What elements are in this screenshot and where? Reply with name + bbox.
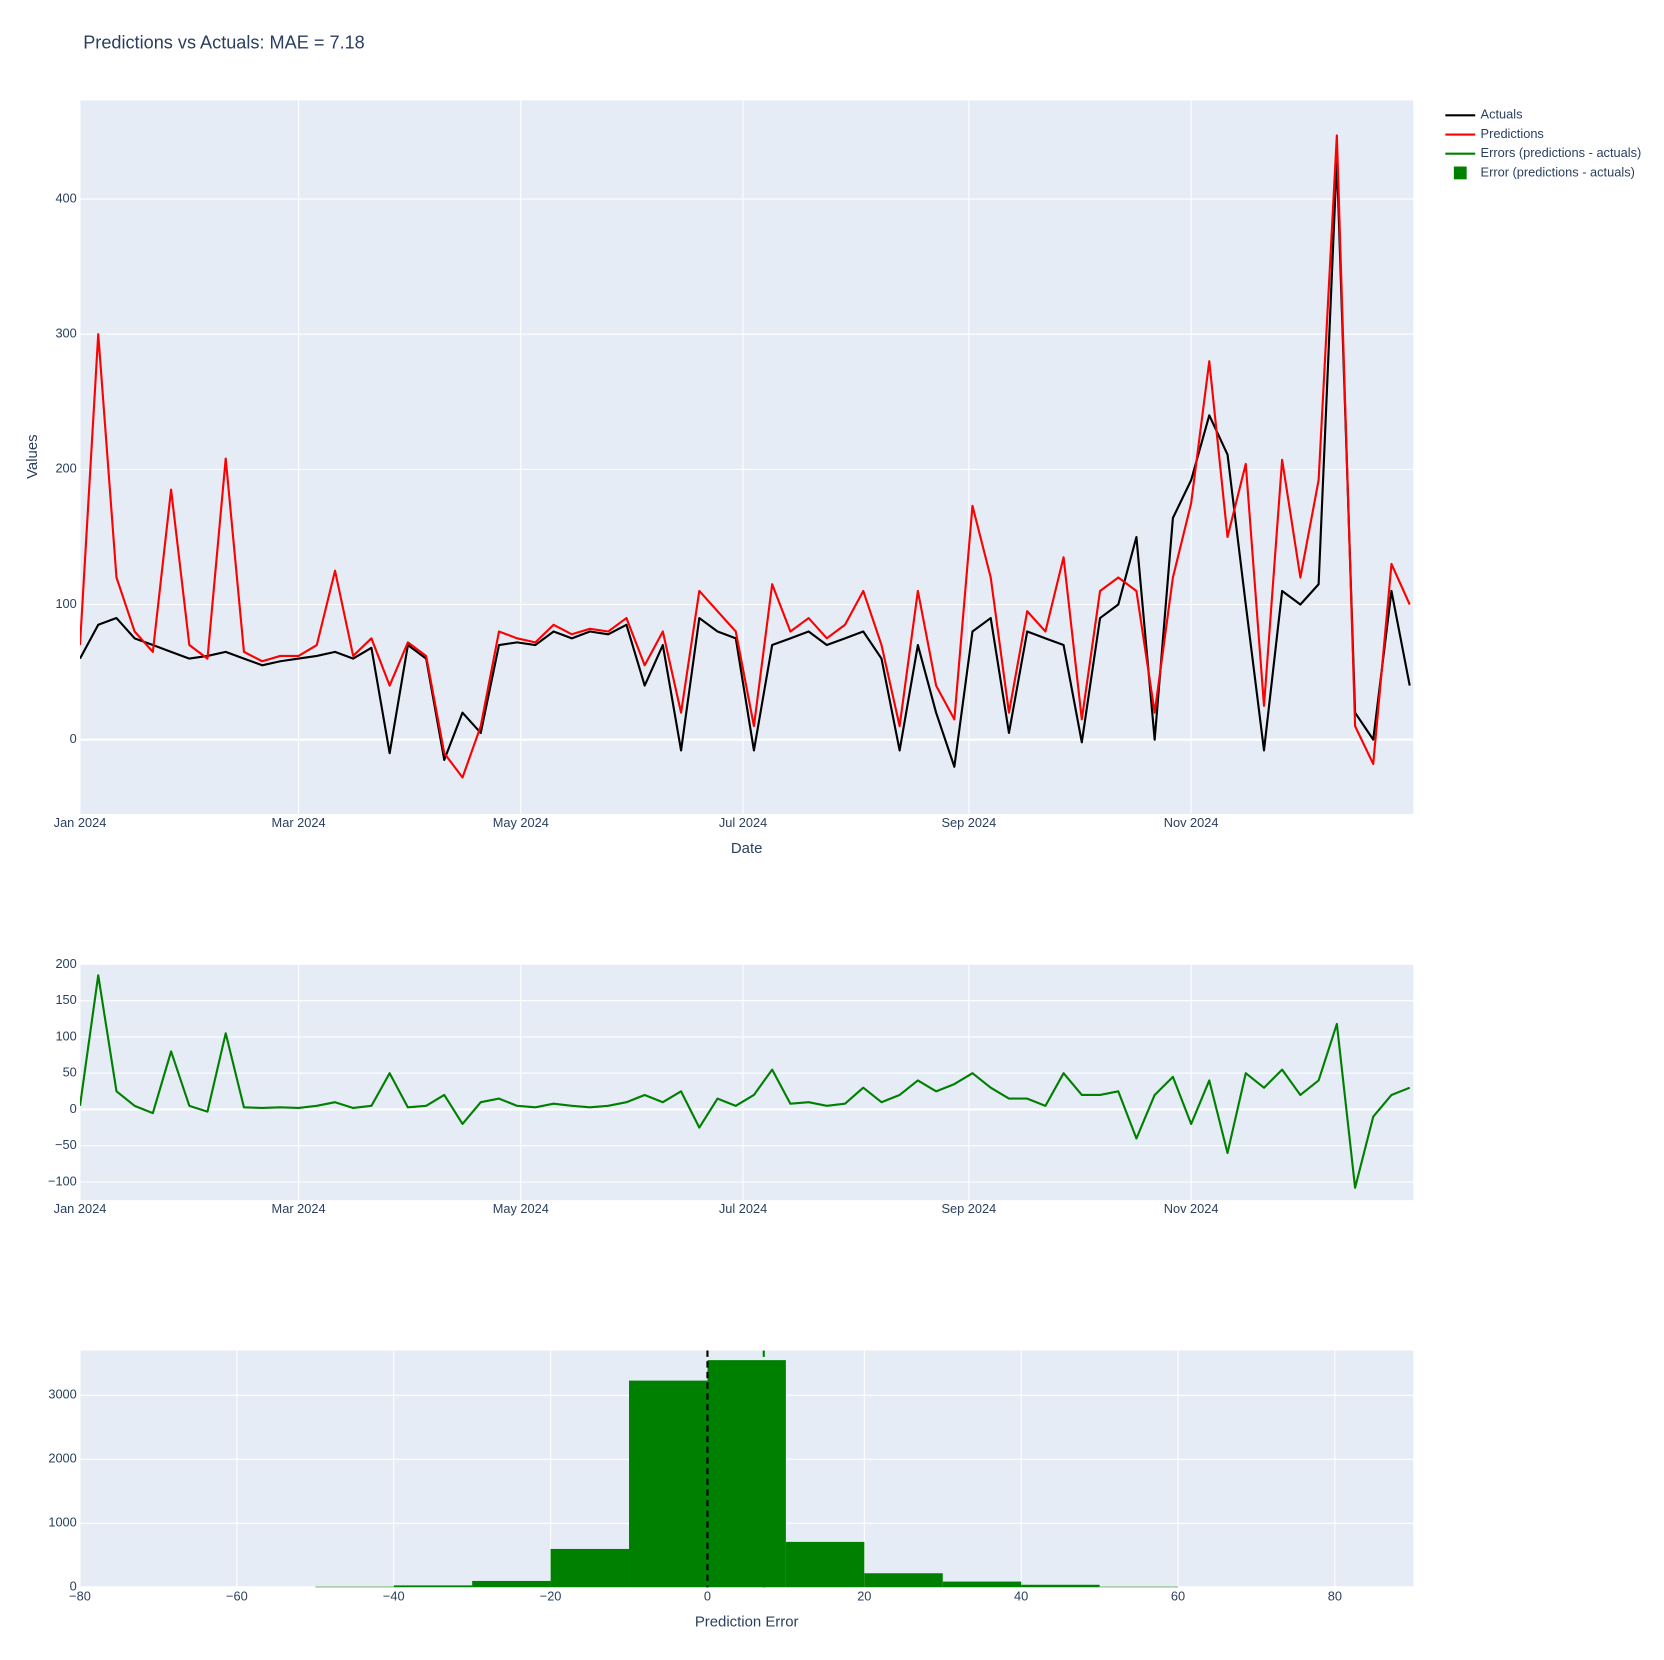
y-tick-label: 150 [55,992,76,1007]
y-tick-label: 0 [70,1579,77,1594]
y-tick-label: −100 [48,1173,77,1188]
x-tick-label: −40 [383,1588,405,1603]
y-tick-label: 100 [55,596,76,611]
histogram-bar [707,1360,786,1588]
y-tick-label: 100 [55,1028,76,1043]
legend-swatch [1453,166,1467,180]
x-tick-label: Jan 2024 [54,1201,107,1216]
x-tick-label: Nov 2024 [1164,815,1219,830]
chart-title: Predictions vs Actuals: MAE = 7.18 [83,33,365,53]
y-tick-label: −50 [55,1137,77,1152]
x-tick-label: −80 [69,1588,91,1603]
x-tick-label: Sep 2024 [941,1201,996,1216]
histogram-bar [629,1380,708,1588]
plot-layer [80,134,1411,779]
series-line [80,157,1411,768]
y-tick-label: 3000 [48,1387,76,1402]
histogram-bar [942,1581,1022,1588]
x-tick-label: Mar 2024 [272,1201,326,1216]
histogram-bar [1021,1584,1100,1588]
y-tick-label: 0 [70,1101,77,1116]
plot-background [80,964,1414,1201]
histogram-bar [1099,1586,1179,1588]
y-tick-label: 300 [55,326,76,341]
x-tick-label: 80 [1328,1588,1342,1603]
x-tick-label: 20 [857,1588,871,1603]
histogram-bar [472,1580,551,1588]
x-tick-label: May 2024 [493,815,549,830]
y-tick-label: 200 [55,461,76,476]
x-tick-label: 0 [704,1588,711,1603]
x-tick-label: Mar 2024 [272,815,326,830]
x-tick-label: −60 [226,1588,248,1603]
legend-label: Errors (predictions - actuals) [1481,145,1642,160]
y-tick-label: 2000 [48,1451,76,1466]
x-tick-label: Sep 2024 [941,815,996,830]
x-axis-title: Date [731,840,763,857]
legend-label: Error (predictions - actuals) [1481,164,1635,179]
y-axis-title: Values [24,434,41,479]
legend-label: Predictions [1481,126,1544,141]
histogram-bar [393,1585,473,1588]
y-tick-label: 400 [55,190,76,205]
x-tick-label: Jul 2024 [719,1201,767,1216]
histogram-bar [315,1586,394,1588]
y-tick-label: 50 [63,1065,77,1080]
x-tick-label: Nov 2024 [1164,1201,1219,1216]
x-tick-label: 60 [1171,1588,1185,1603]
x-tick-label: May 2024 [493,1201,549,1216]
x-axis-title: Prediction Error [695,1613,799,1630]
y-tick-label: 1000 [48,1515,76,1530]
y-tick-label: 0 [70,731,77,746]
x-tick-label: Jul 2024 [719,815,767,830]
y-tick-label: 200 [55,956,76,971]
x-tick-label: −20 [540,1588,562,1603]
plot-layer [80,974,1411,1189]
plot-layer [315,1360,1179,1588]
histogram-bar [785,1541,865,1588]
legend-label: Actuals [1481,107,1523,122]
histogram-bar [550,1548,630,1588]
histogram-bar [864,1573,943,1588]
x-tick-label: 40 [1014,1588,1028,1603]
x-tick-label: Jan 2024 [54,815,107,830]
series-line [80,134,1411,779]
series-line [80,974,1411,1189]
